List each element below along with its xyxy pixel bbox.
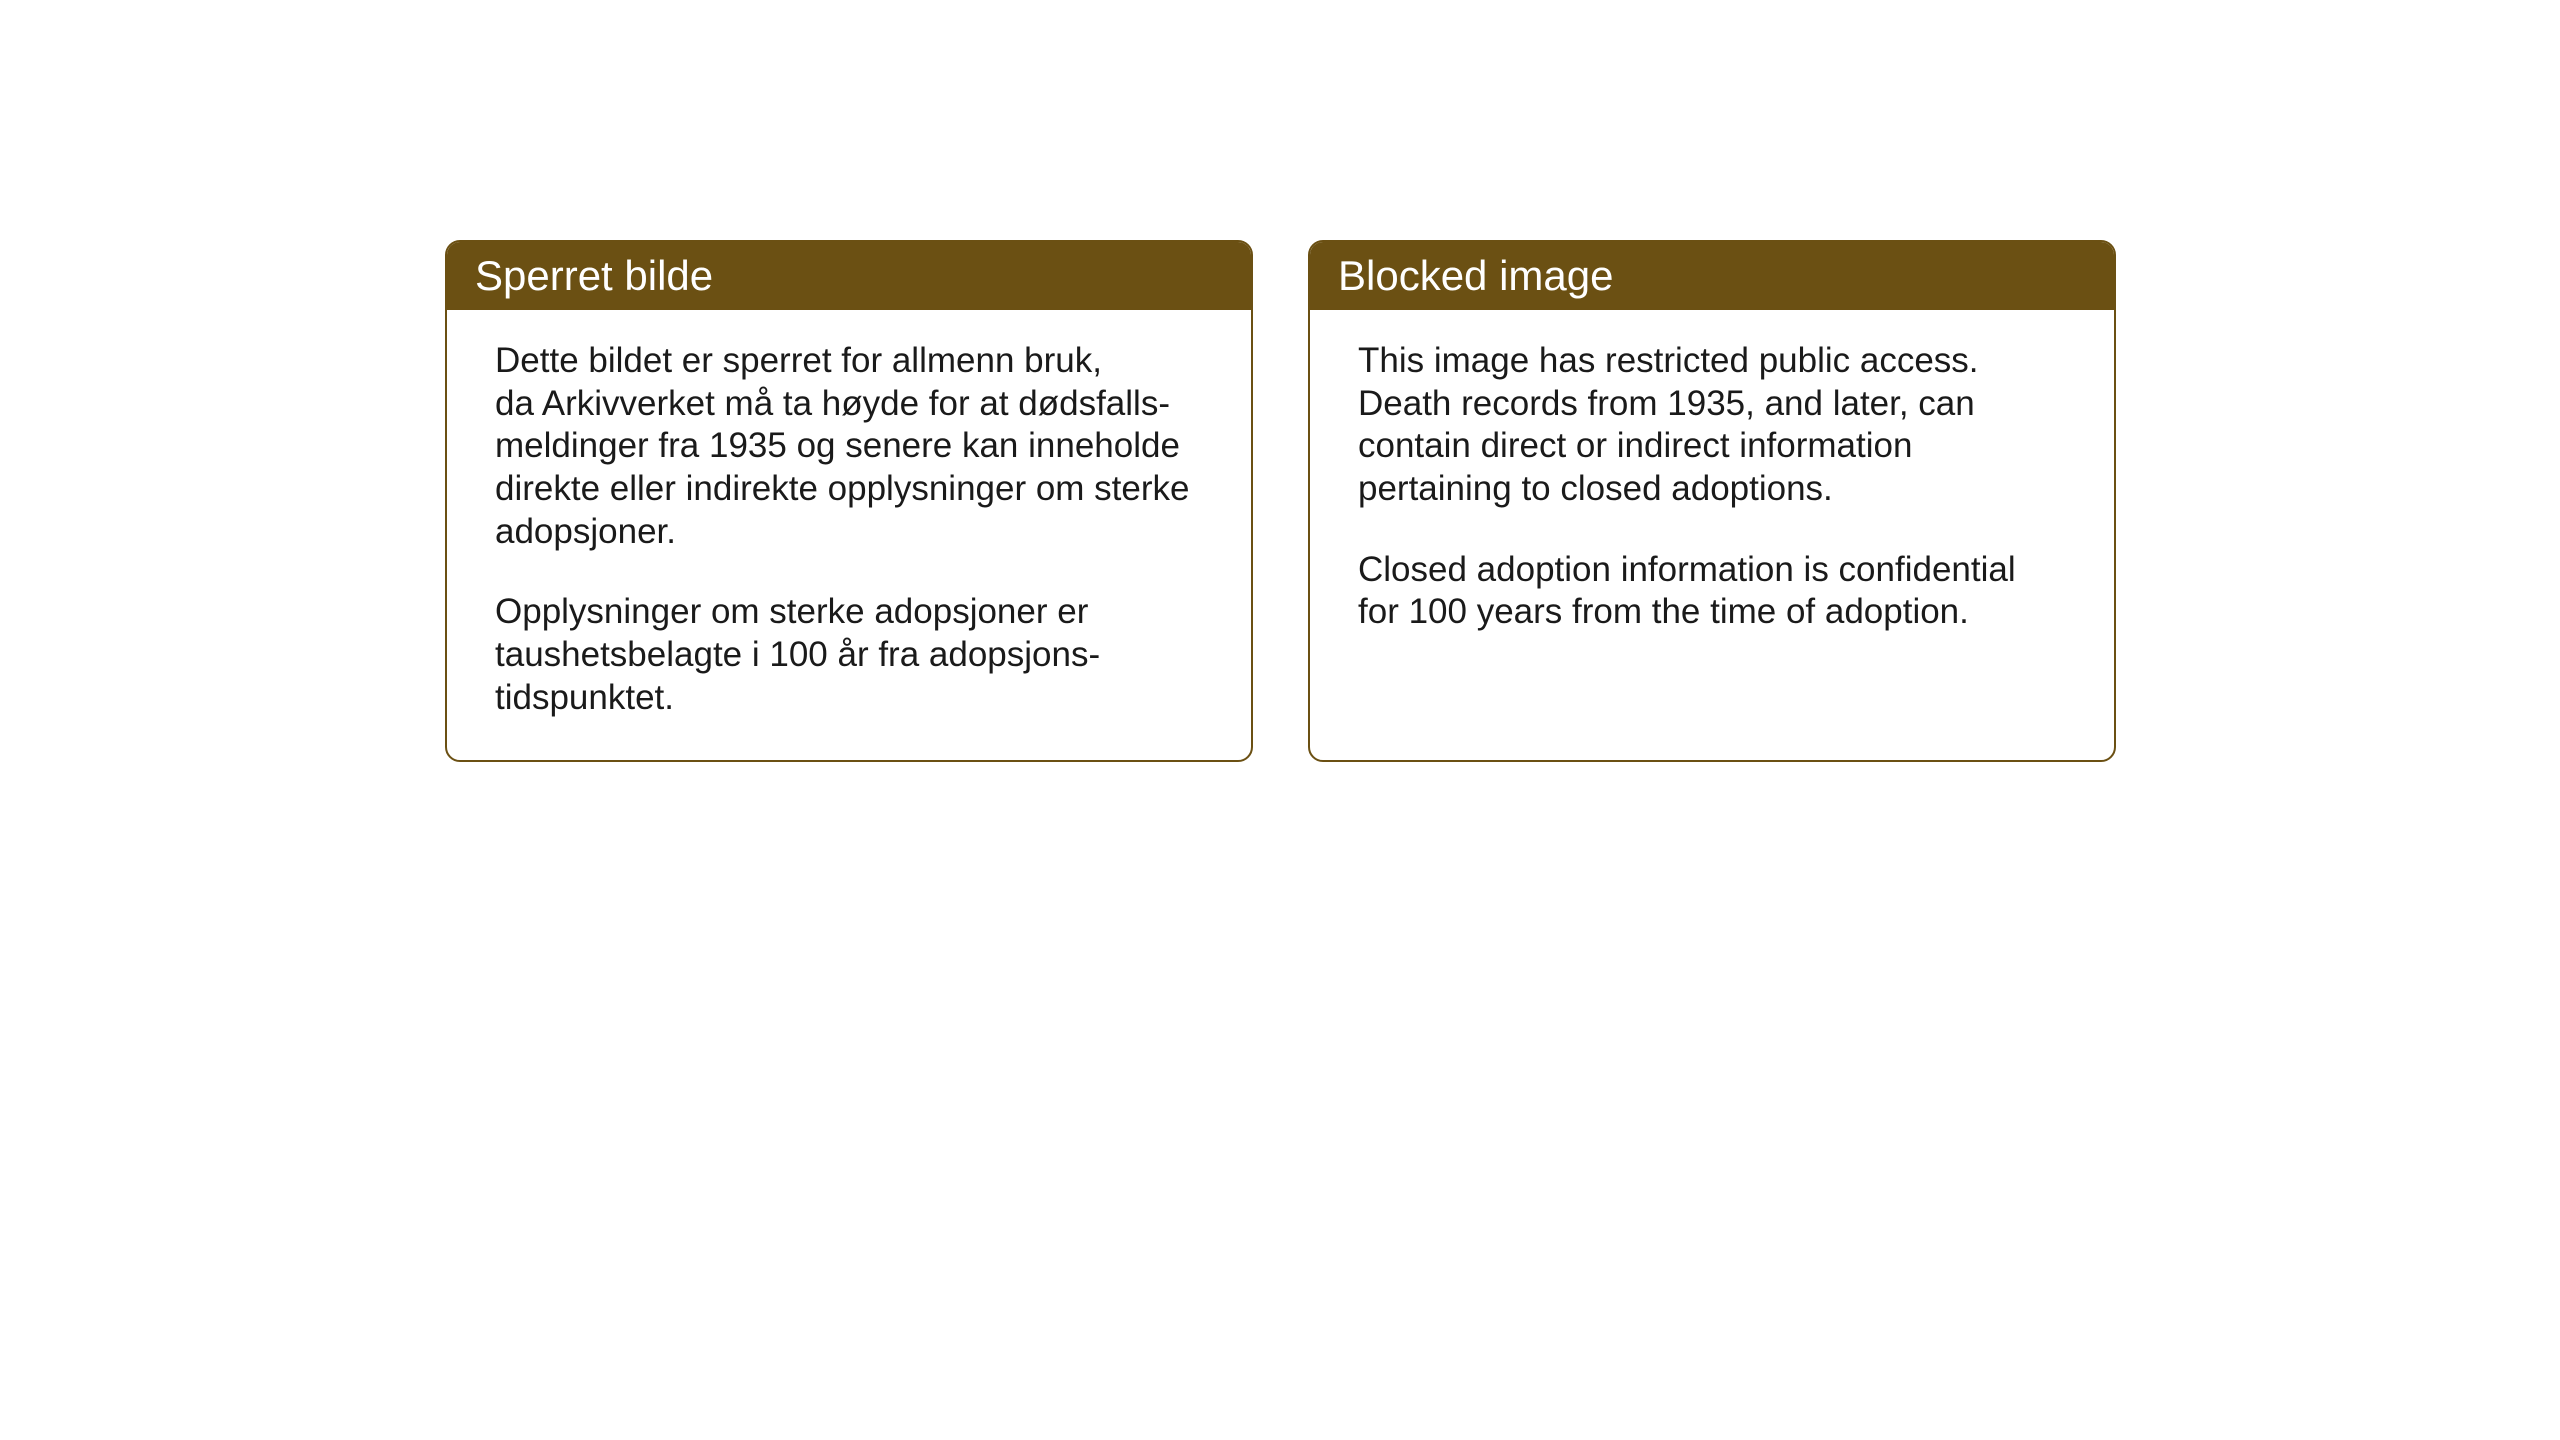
card-header-norwegian: Sperret bilde (447, 242, 1251, 310)
card-paragraph2-norwegian: Opplysninger om sterke adopsjoner ertaus… (495, 591, 1203, 719)
card-title-norwegian: Sperret bilde (475, 252, 713, 299)
card-paragraph2-english: Closed adoption information is confident… (1358, 549, 2066, 634)
card-body-norwegian: Dette bildet er sperret for allmenn bruk… (447, 310, 1251, 760)
notice-cards-container: Sperret bilde Dette bildet er sperret fo… (445, 240, 2116, 762)
card-paragraph1-norwegian: Dette bildet er sperret for allmenn bruk… (495, 340, 1203, 553)
card-title-english: Blocked image (1338, 252, 1613, 299)
notice-card-english: Blocked image This image has restricted … (1308, 240, 2116, 762)
notice-card-norwegian: Sperret bilde Dette bildet er sperret fo… (445, 240, 1253, 762)
card-paragraph1-english: This image has restricted public access.… (1358, 340, 2066, 511)
card-body-english: This image has restricted public access.… (1310, 310, 2114, 750)
card-header-english: Blocked image (1310, 242, 2114, 310)
